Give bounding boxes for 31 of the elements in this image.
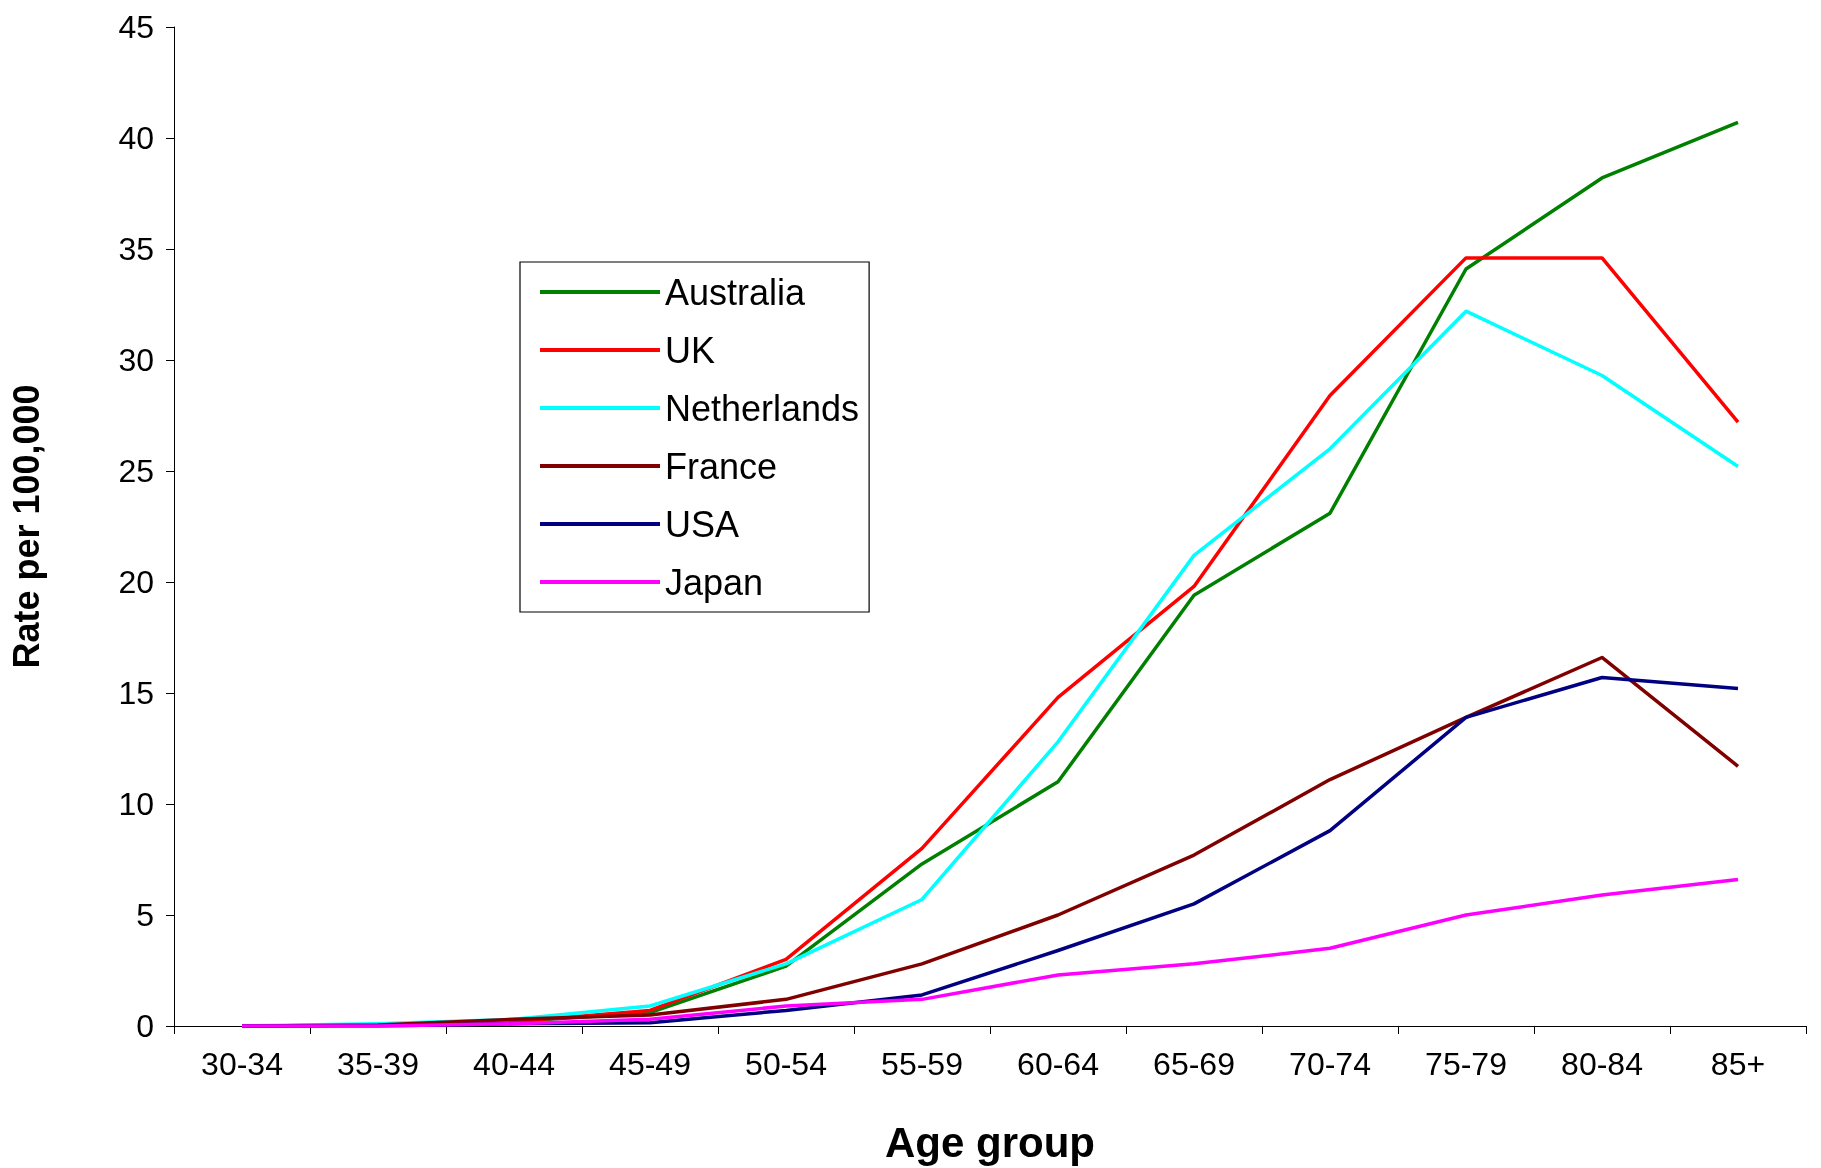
y-tick-label: 5 [136,897,154,933]
y-tick-label: 10 [118,786,154,822]
y-tick-label: 15 [118,675,154,711]
y-tick-label: 0 [136,1008,154,1044]
y-tick-label: 30 [118,342,154,378]
x-tick-label: 45-49 [609,1046,691,1082]
legend-label: Netherlands [665,387,860,429]
legend-label: France [665,445,778,487]
x-tick-label: 65-69 [1153,1046,1235,1082]
legend-label: Australia [665,271,807,313]
x-tick-label: 35-39 [337,1046,419,1082]
x-tick-label: 80-84 [1561,1046,1643,1082]
y-tick-label: 40 [118,120,154,156]
legend-label: USA [665,503,740,545]
legend-label: Japan [665,561,764,603]
y-tick-label: 20 [118,564,154,600]
x-tick-label: 40-44 [473,1046,555,1082]
x-axis-title: Age group [885,1118,1095,1166]
x-tick-label: 30-34 [201,1046,283,1082]
x-tick-label: 55-59 [881,1046,963,1082]
y-tick-label: 25 [118,453,154,489]
x-tick-label: 85+ [1710,1046,1766,1082]
legend-label: UK [665,329,716,371]
x-tick-label: 50-54 [745,1046,827,1082]
line-series [240,877,1740,1028]
y-tick-label: 45 [118,9,154,45]
y-axis-title: Rate per 100,000 [5,384,47,669]
x-tick-label: 70-74 [1289,1046,1371,1082]
y-tick-label: 35 [118,231,154,267]
x-tick-label: 75-79 [1425,1046,1507,1082]
x-tick-label: 60-64 [1017,1046,1099,1082]
